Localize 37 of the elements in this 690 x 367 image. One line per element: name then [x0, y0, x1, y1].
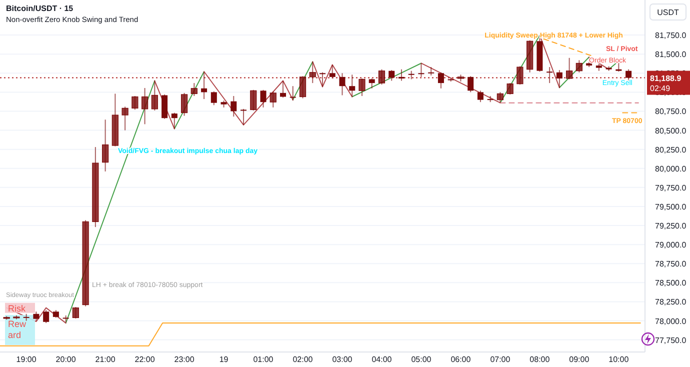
x-tick-label: 02:00 [292, 355, 314, 364]
text: Bitcoin/USDT · 15 [6, 4, 74, 13]
text: USDT [657, 8, 679, 17]
y-tick-label: 79,250.0 [655, 222, 687, 231]
y-tick-label: 80,000.0 [655, 164, 687, 174]
y-tick-label: 80,750.0 [655, 107, 687, 116]
x-tick-label: 10:00 [608, 355, 630, 364]
x-tick-label: 23:00 [174, 355, 195, 364]
x-tick-label: 04:00 [372, 355, 392, 364]
ref-line-label: 81,188.9 [650, 74, 682, 83]
x-tick-label: 20:00 [56, 355, 76, 364]
y-tick-label: 80,500.0 [655, 126, 687, 136]
x-tick-label: 09:00 [569, 355, 590, 364]
y-tick-label: 79,500.0 [655, 202, 687, 212]
y-tick-label: 77,750.0 [655, 336, 687, 345]
x-tick-label: 19 [219, 355, 229, 364]
annotation: Reward [8, 319, 27, 340]
y-tick-label: 78,750.0 [655, 260, 687, 269]
x-tick-label: 22:00 [134, 355, 156, 364]
x-tick-label: 03:00 [332, 355, 353, 364]
text: 02:49 [650, 84, 671, 93]
x-tick-label: 19:00 [16, 355, 37, 364]
annotation: Risk [8, 303, 26, 314]
y-tick-label: 78,000.0 [655, 316, 687, 326]
y-tick-label: 81,750.0 [655, 31, 687, 40]
x-tick-label: 08:00 [530, 355, 550, 364]
x-tick-label: 06:00 [450, 355, 472, 364]
y-tick-label: 78,250.0 [655, 298, 687, 307]
x-tick-label: 05:00 [411, 355, 432, 364]
y-tick-label: 80,250.0 [655, 145, 687, 154]
y-tick-label: 78,500.0 [655, 278, 687, 288]
y-tick-label: 79,000.0 [655, 240, 687, 250]
y-tick-label: 81,500.0 [655, 50, 687, 60]
x-tick-label: 21:00 [95, 355, 116, 364]
x-tick-label: 01:00 [253, 355, 274, 364]
x-tick-label: 07:00 [490, 355, 511, 364]
y-tick-label: 79,750.0 [655, 183, 687, 192]
